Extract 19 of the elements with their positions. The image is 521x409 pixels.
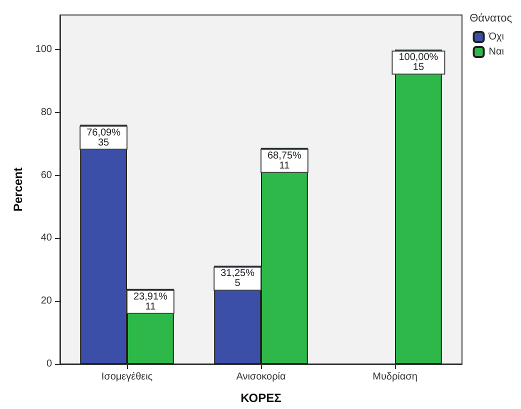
y-tick-label: 20 <box>40 296 52 307</box>
legend-label: Ναι <box>488 46 504 58</box>
data-label: 100,00% 15 <box>398 52 438 74</box>
x-axis-title: ΚΟΡΕΣ <box>240 391 282 405</box>
legend-title: Θάνατος <box>470 12 512 24</box>
legend-label: Όχι <box>488 32 504 42</box>
y-tick-label: 40 <box>40 232 52 244</box>
x-tick-label: Ανισοκορία <box>236 372 286 382</box>
y-tick-label: 80 <box>40 106 52 118</box>
x-tick-label: Μυδρίαση <box>372 372 418 382</box>
y-tick-label: 60 <box>40 170 52 181</box>
data-label: 76,09% 35 <box>86 127 121 148</box>
data-label: 23,91% 11 <box>133 291 168 312</box>
y-tick-label: 100 <box>35 44 52 56</box>
x-tick-label: Ισομεγέθεις <box>101 372 153 382</box>
data-label: 31,25% 5 <box>220 268 255 290</box>
y-axis-title: Percent <box>11 167 25 212</box>
data-label: 68,75% 11 <box>267 150 302 172</box>
y-tick-label: 0 <box>46 358 52 370</box>
